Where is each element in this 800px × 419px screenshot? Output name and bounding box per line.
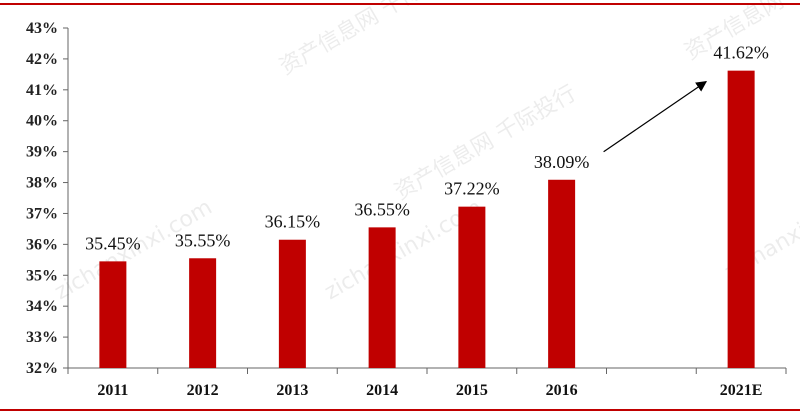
y-tick-label: 35% (26, 267, 58, 284)
data-label: 36.15% (265, 212, 321, 232)
y-tick-label: 33% (26, 329, 58, 346)
bar (99, 261, 127, 368)
y-tick-label: 43% (26, 20, 58, 37)
y-tick-label: 37% (26, 205, 58, 222)
bars (99, 70, 755, 369)
watermark-text: 资产信息网 千际投行 (276, 0, 466, 80)
bar (368, 227, 396, 368)
data-label: 35.45% (85, 233, 141, 253)
data-label: 38.09% (534, 152, 590, 172)
x-tick-label: 2015 (456, 382, 488, 399)
bar (189, 258, 217, 368)
annotations (603, 81, 708, 153)
x-tick-label: 2016 (546, 382, 578, 399)
x-axis: 2011 2012 2013 2014 2015 2016 2021E (67, 367, 787, 399)
y-axis: 32% 33% 34% 35% 36% 37% 38% 39% 40% 41% 42% 43% (26, 20, 69, 377)
y-tick-label: 39% (26, 144, 58, 161)
data-label: 36.55% (354, 199, 410, 219)
trend-arrow (603, 81, 708, 153)
y-tick-label: 42% (26, 51, 58, 68)
data-label: 35.55% (175, 230, 231, 250)
y-tick-label: 36% (26, 236, 58, 253)
y-tick-label: 40% (26, 113, 58, 130)
bar (727, 70, 755, 369)
data-label: 41.62% (713, 43, 769, 63)
y-tick-label: 34% (26, 298, 58, 315)
x-tick-label: 2013 (276, 382, 308, 399)
data-label: 37.22% (444, 179, 500, 199)
y-tick-label: 41% (26, 82, 58, 99)
bar (548, 179, 576, 368)
x-tick-label: 2014 (366, 382, 398, 399)
data-labels: 35.45% 35.55% 36.15% 36.55% 37.22% 38.09% 41.6… (85, 43, 769, 254)
bar (458, 206, 486, 368)
x-tick-label: 2021E (720, 382, 763, 399)
x-tick-label: 2011 (97, 382, 128, 399)
x-tick-label: 2012 (187, 382, 219, 399)
bar (278, 239, 306, 368)
y-tick-label: 38% (26, 175, 58, 192)
y-tick-label: 32% (26, 360, 58, 377)
